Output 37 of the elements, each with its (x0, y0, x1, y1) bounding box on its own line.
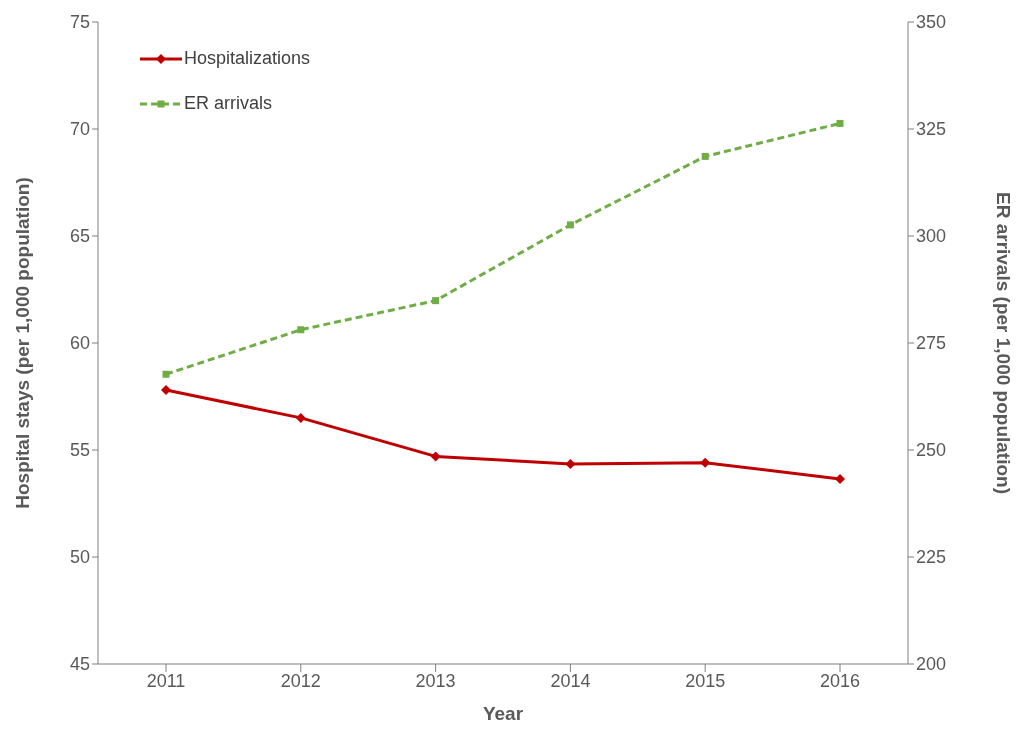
point (430, 451, 441, 462)
y2-tick-label: 225 (916, 547, 947, 568)
x-tick-label: 2013 (415, 670, 456, 691)
y-tick-label: 55 (69, 440, 90, 461)
x-tick-label: 2014 (550, 670, 591, 691)
point (566, 221, 574, 229)
y2-axis-title: ER arrivals (per 1,000 population) (993, 192, 1015, 494)
y-axis-title: Hospital stays (per 1,000 population) (11, 177, 33, 509)
y2-tick-label: 275 (916, 333, 947, 354)
y2-tick-label: 350 (916, 12, 947, 33)
point (161, 385, 171, 396)
point (565, 458, 576, 469)
x-tick-label: 2015 (685, 670, 726, 691)
y2-tick-label: 325 (916, 119, 947, 140)
y-tick-label: 70 (69, 119, 90, 140)
point (162, 370, 170, 378)
legend-label: Hospitalizations (184, 48, 311, 69)
y-tick-label: 45 (69, 654, 90, 675)
x-tick-label: 2012 (280, 670, 321, 691)
point (700, 457, 711, 468)
x-axis-title: Year (482, 703, 524, 724)
point (295, 412, 306, 423)
y-tick-label: 75 (69, 12, 90, 33)
y2-tick-label: 300 (916, 226, 947, 247)
point (297, 326, 305, 334)
point (432, 297, 440, 305)
x-tick-label: 2011 (146, 670, 186, 691)
point (701, 152, 709, 160)
y-tick-label: 50 (69, 547, 90, 568)
legend-label: ER arrivals (184, 93, 273, 114)
y2-tick-label: 200 (916, 654, 947, 675)
point (836, 119, 844, 127)
point (835, 473, 845, 484)
y2-tick-label: 250 (916, 440, 947, 461)
x-tick-label: 2016 (819, 670, 861, 691)
y-tick-label: 65 (69, 226, 90, 247)
y-tick-label: 60 (69, 333, 90, 354)
